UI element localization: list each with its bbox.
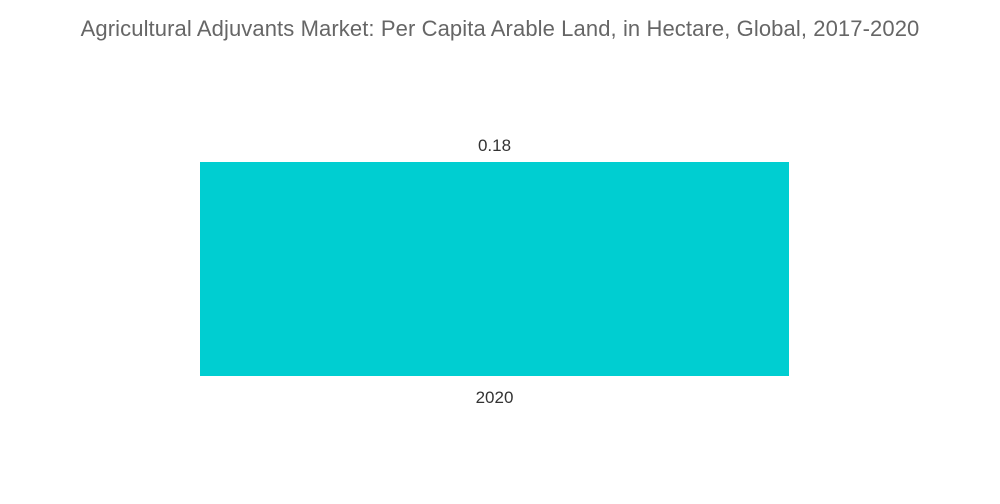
bar-2020 <box>200 162 789 376</box>
value-label-2020: 0.18 <box>478 136 511 155</box>
bars-layer <box>200 162 789 376</box>
chart-title: Agricultural Adjuvants Market: Per Capit… <box>80 16 920 41</box>
labels-layer: 0.18 2020 <box>476 136 514 407</box>
x-tick-label-2020: 2020 <box>476 388 514 407</box>
